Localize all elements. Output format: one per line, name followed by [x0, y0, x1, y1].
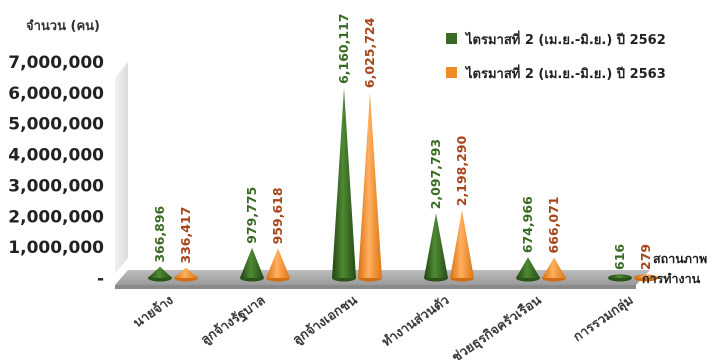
legend: ไตรมาสที่ 2 (เม.ย.-มิ.ย.) ปี 2562 ไตรมาส… [446, 30, 666, 82]
y-tick-label: 4,000,000 [8, 146, 104, 166]
legend-swatch-2563 [446, 67, 457, 78]
legend-label-2562: ไตรมาสที่ 2 (เม.ย.-มิ.ย.) ปี 2562 [464, 30, 666, 48]
cone-bar [608, 274, 632, 278]
cone-bar [358, 92, 382, 278]
cone-bar [424, 213, 448, 278]
y-tick-label: - [97, 269, 104, 289]
cone-bar [542, 257, 566, 278]
data-label: 2,097,793 [428, 139, 443, 209]
legend-label-2563: ไตรมาสที่ 2 (เม.ย.-มิ.ย.) ปี 2563 [464, 64, 666, 82]
data-label: 979,775 [244, 187, 259, 244]
data-label: 616 [612, 244, 627, 270]
y-axis-ticks: - 1,000,000 2,000,000 3,000,000 4,000,000 5,0… [8, 53, 104, 289]
cone-bar [148, 266, 172, 278]
cone-bar [174, 267, 198, 278]
floor-edge [115, 285, 636, 289]
y-tick-label: 2,000,000 [8, 207, 104, 227]
cone-bar [240, 247, 264, 278]
data-label: 366,896 [152, 205, 167, 262]
data-label: 6,025,724 [362, 17, 377, 88]
y-axis-title: จำนวน (คน) [26, 18, 100, 34]
legend-swatch-2562 [446, 33, 457, 44]
x-tick-label: การรวมกลุ่ม [571, 293, 636, 345]
cone-bar [332, 87, 356, 279]
data-labels: 366,896 336,417 979,775 959,618 6,160,117 6,0… [152, 14, 653, 270]
x-axis-title-line2: การทำงาน [642, 271, 701, 286]
data-label: 959,618 [270, 187, 285, 244]
x-tick-label: ลูกจ้างรัฐบาล [198, 292, 269, 349]
cone-bar [266, 248, 290, 278]
cone-bar [450, 210, 474, 278]
data-label: 6,160,117 [336, 14, 351, 84]
data-label: 674,966 [520, 196, 535, 253]
series-cones [148, 87, 658, 282]
y-tick-label: 3,000,000 [8, 176, 104, 196]
x-tick-label: ช่วยธุรกิจครัวเรือน [449, 292, 544, 360]
x-axis-ticks: นายจ้าง ลูกจ้างรัฐบาล ลูกจ้างเอกชน ทำงานส่ว… [130, 292, 636, 360]
data-label: 2,198,290 [454, 135, 469, 206]
cone-bar [516, 257, 540, 278]
y-tick-label: 1,000,000 [8, 238, 104, 258]
x-axis-title-line1: สถานภาพ [653, 251, 707, 266]
axis-wall [115, 62, 128, 273]
data-label: 279 [638, 244, 653, 270]
x-tick-label: ทำงานส่วนตัว [379, 292, 452, 350]
x-tick-label: ลูกจ้างเอกชน [290, 292, 361, 348]
cone-bar [634, 274, 658, 278]
data-label: 666,071 [546, 197, 561, 254]
y-tick-label: 7,000,000 [8, 53, 104, 73]
data-label: 336,417 [178, 207, 193, 264]
y-tick-label: 6,000,000 [8, 84, 104, 104]
y-tick-label: 5,000,000 [8, 115, 104, 135]
x-tick-label: นายจ้าง [130, 292, 176, 331]
